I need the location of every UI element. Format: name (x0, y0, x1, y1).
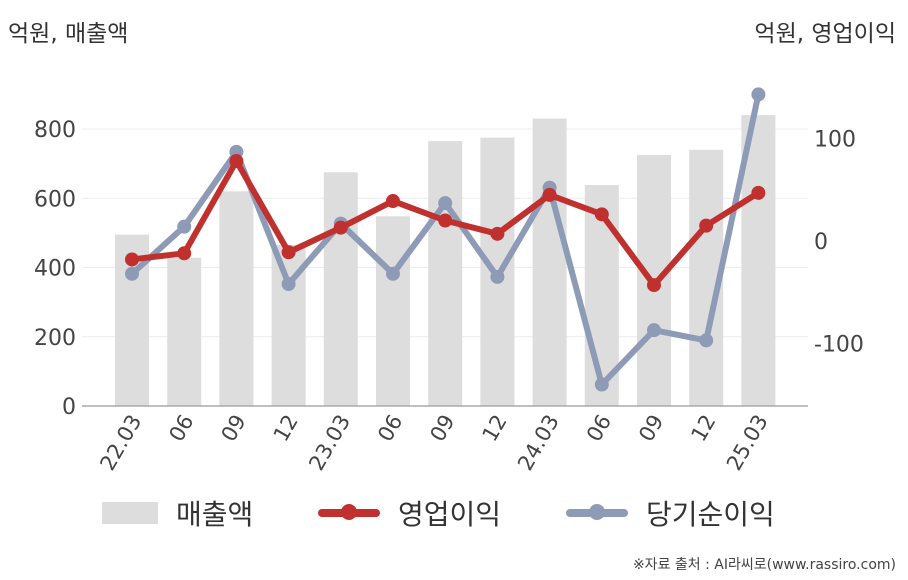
left-axis-unit: 억원, 매출액 (8, 21, 129, 47)
x-tick-label: 12 (269, 411, 303, 446)
legend-label-net-income: 당기순이익 (646, 498, 775, 531)
y-left-tick-label: 400 (34, 257, 76, 282)
source-note: ※자료 출처 : AI라씨로(www.rassiro.com) (632, 557, 896, 573)
x-tick-label: 09 (634, 411, 668, 446)
x-tick-label: 06 (373, 411, 407, 446)
bar-sales (741, 115, 776, 407)
x-tick-label: 06 (164, 411, 198, 446)
x-tick-label: 12 (686, 411, 720, 446)
x-tick-label: 09 (217, 411, 251, 446)
net-income-point (281, 277, 296, 292)
net-income-point (386, 266, 400, 281)
bar-sales (323, 172, 358, 406)
x-tick-label: 23.03 (304, 411, 355, 475)
bar-sales (167, 257, 202, 406)
operating-profit-point (438, 213, 453, 228)
legend: 매출액 영업이익 당기순이익 (0, 493, 908, 533)
legend-item-sales: 매출액 (102, 493, 253, 533)
operating-profit-point (125, 252, 139, 267)
net-income-point (594, 377, 609, 392)
y-right-tick-label: 100 (814, 128, 856, 153)
operating-profit-point (751, 185, 766, 200)
operating-profit-point (647, 278, 661, 293)
y-right-tick-label: 0 (814, 230, 828, 255)
operating-profit-point (490, 226, 505, 241)
bar-sales (428, 141, 463, 406)
bar-sales (376, 216, 410, 406)
y-right-tick-label: -100 (814, 333, 864, 358)
legend-label-sales: 매출액 (176, 498, 254, 531)
operating-profit-point (229, 154, 244, 169)
net-income-point (125, 266, 139, 281)
y-left-tick-label: 0 (62, 395, 76, 420)
x-tick-label: 24.03 (513, 411, 564, 475)
legend-swatch-sales (102, 502, 158, 524)
y-left-tick-label: 200 (34, 326, 76, 351)
bar-sales (219, 191, 254, 406)
legend-swatch-operating-profit (318, 504, 380, 520)
operating-profit-point (542, 187, 557, 202)
operating-profit-point (177, 246, 192, 261)
net-income-point (490, 269, 505, 284)
operating-profit-point (386, 194, 400, 209)
x-tick-label: 22.03 (95, 411, 146, 475)
legend-label-operating-profit: 영업이익 (398, 498, 502, 531)
x-tick-label: 12 (478, 411, 512, 446)
operating-profit-point (594, 207, 609, 222)
net-income-point (647, 323, 661, 338)
y-left-tick-label: 800 (34, 118, 76, 143)
net-income-point (751, 87, 766, 102)
net-income-point (177, 219, 192, 234)
operating-profit-point (333, 220, 348, 235)
legend-swatch-net-income (566, 504, 628, 520)
y-left-tick-label: 600 (34, 187, 76, 212)
profit-lines (125, 87, 766, 392)
legend-item-net-income: 당기순이익 (566, 493, 775, 533)
net-income-point (699, 333, 714, 348)
net-income-point (438, 196, 453, 211)
operating-profit-point (699, 218, 714, 233)
x-tick-label: 06 (582, 411, 616, 446)
x-tick-label: 09 (425, 411, 459, 446)
right-axis-unit: 억원, 영업이익 (754, 21, 896, 47)
x-tick-label: 25.03 (722, 411, 773, 475)
operating-profit-point (281, 245, 296, 260)
legend-item-operating-profit: 영업이익 (318, 493, 501, 533)
bar-sales (532, 118, 567, 407)
